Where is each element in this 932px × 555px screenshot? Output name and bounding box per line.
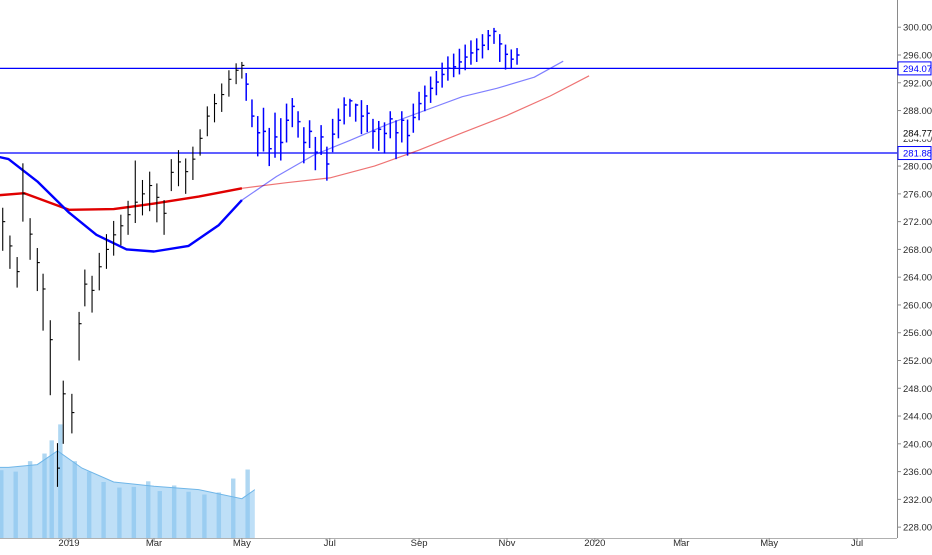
y-tick-label: 240.00 (903, 439, 932, 450)
price-level-label-box (897, 146, 932, 161)
y-tick-label: 232.00 (903, 495, 932, 506)
moving-average-200-line (0, 187, 243, 211)
y-tick-label: 256.00 (903, 328, 932, 339)
y-tick-label: 268.00 (903, 245, 932, 256)
price-level-label: 281.88 (903, 149, 932, 160)
x-tick-label: Jul (851, 538, 863, 549)
x-tick-label: May (760, 538, 778, 549)
x-tick-label: Mar (673, 538, 689, 549)
y-tick-label: 292.00 (903, 78, 932, 89)
plot-area (0, 27, 897, 538)
x-tick-label: May (233, 538, 251, 549)
price-level-label-box (897, 61, 932, 76)
x-tick-label: 2019 (58, 538, 79, 549)
y-tick-label: 236.00 (903, 467, 932, 478)
moving-average-50-line-extension (241, 60, 564, 201)
y-tick-label: 248.00 (903, 384, 932, 395)
x-tick-label: Jul (324, 538, 336, 549)
y-tick-label: 264.00 (903, 273, 932, 284)
x-tick-label: Sep (411, 538, 428, 549)
y-tick-label: 252.00 (903, 356, 932, 367)
y-tick-label: 280.00 (903, 162, 932, 173)
y-tick-label: 228.00 (903, 523, 932, 534)
volume-ma-line (0, 450, 256, 500)
x-tick-label: Mar (146, 538, 162, 549)
y-tick-label: 260.00 (903, 300, 932, 311)
y-tick-label: 244.00 (903, 412, 932, 423)
y-tick-label: 288.00 (903, 106, 932, 117)
y-tick-label: 296.00 (903, 50, 932, 61)
y-tick-label: 276.00 (903, 189, 932, 200)
price-level-label: 284.77 (903, 128, 932, 139)
y-tick-label: 300.00 (903, 23, 932, 34)
moving-average-200-line-extension (241, 75, 590, 189)
x-tick-label: 2020 (584, 538, 605, 549)
volume-area (0, 450, 255, 538)
price-level-label-bg (898, 126, 931, 140)
x-tick-label: Nov (499, 538, 516, 549)
price-level-label: 294.07 (903, 64, 932, 75)
y-tick-label: 272.00 (903, 217, 932, 228)
